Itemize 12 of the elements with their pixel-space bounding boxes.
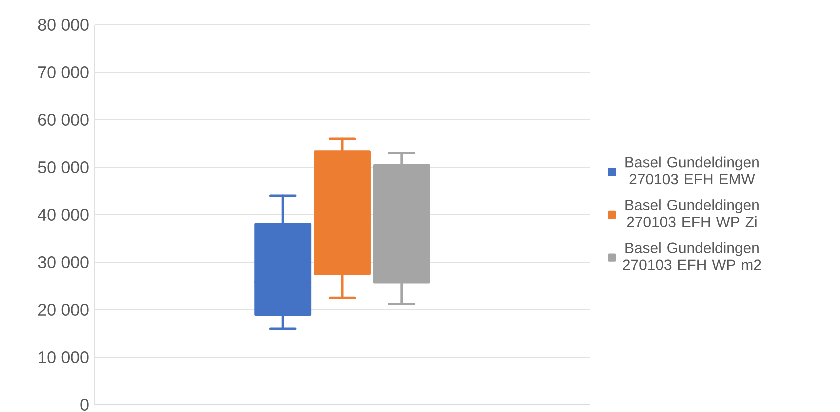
y-tick-label: 60 000 [38, 114, 89, 126]
legend-label: Basel Gundeldingen 270103 EFH EMW [626, 156, 759, 185]
y-tick-label: 40 000 [38, 209, 89, 221]
y-tick-label: 0 [80, 399, 89, 411]
y-tick-label: 80 000 [38, 19, 89, 31]
y-tick-label: 50 000 [38, 162, 89, 174]
y-tick-label: 70 000 [38, 66, 89, 78]
legend-label: Basel Gundeldingen 270103 EFH WP m2 [623, 242, 762, 270]
y-tick-label: 20 000 [38, 304, 89, 316]
y-tick-label: 10 000 [38, 352, 89, 364]
y-tick-label: 30 000 [38, 256, 89, 268]
legend-label: Basel Gundeldingen 270103 EFH WP Zi [626, 200, 759, 228]
